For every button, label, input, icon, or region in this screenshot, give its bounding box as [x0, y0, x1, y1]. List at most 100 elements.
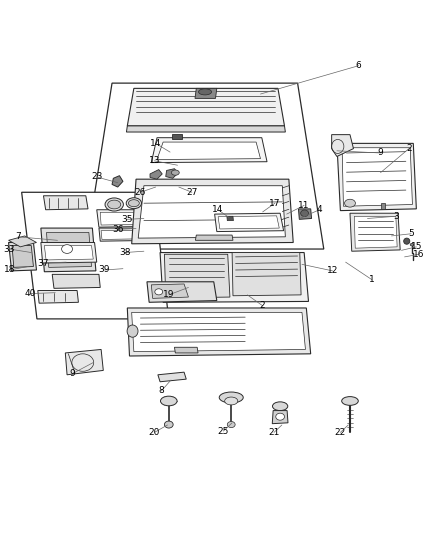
Polygon shape — [132, 179, 293, 244]
Ellipse shape — [164, 421, 173, 428]
Polygon shape — [350, 213, 400, 251]
Polygon shape — [46, 232, 92, 268]
Polygon shape — [272, 410, 288, 424]
Ellipse shape — [272, 402, 288, 410]
Text: 19: 19 — [163, 290, 174, 300]
Polygon shape — [138, 185, 286, 238]
Ellipse shape — [126, 198, 141, 208]
Text: 4: 4 — [317, 205, 322, 214]
Polygon shape — [97, 210, 154, 227]
Polygon shape — [227, 216, 233, 221]
Polygon shape — [41, 243, 97, 263]
Polygon shape — [132, 312, 305, 352]
Ellipse shape — [225, 397, 238, 405]
Ellipse shape — [345, 199, 356, 207]
Ellipse shape — [155, 289, 162, 295]
Polygon shape — [127, 308, 311, 356]
Text: 22: 22 — [335, 428, 346, 437]
Polygon shape — [195, 235, 233, 240]
Ellipse shape — [198, 89, 212, 95]
Ellipse shape — [300, 210, 308, 216]
Ellipse shape — [342, 397, 358, 405]
Text: 2: 2 — [260, 301, 265, 310]
Polygon shape — [158, 372, 186, 382]
Text: 9: 9 — [378, 149, 383, 157]
Text: 11: 11 — [298, 201, 310, 210]
Polygon shape — [337, 143, 417, 211]
Polygon shape — [381, 203, 385, 209]
Text: 18: 18 — [4, 265, 15, 274]
Polygon shape — [65, 350, 103, 375]
Ellipse shape — [219, 392, 243, 403]
Ellipse shape — [105, 198, 124, 211]
Polygon shape — [157, 142, 261, 159]
Polygon shape — [342, 148, 413, 206]
Ellipse shape — [227, 422, 235, 427]
Polygon shape — [332, 135, 353, 157]
Polygon shape — [354, 216, 397, 248]
Polygon shape — [86, 83, 324, 249]
Text: 33: 33 — [4, 245, 15, 254]
Text: 20: 20 — [148, 428, 160, 437]
Text: 14: 14 — [150, 139, 161, 148]
Text: 39: 39 — [99, 265, 110, 274]
Ellipse shape — [128, 200, 139, 207]
Polygon shape — [166, 169, 178, 179]
Polygon shape — [215, 213, 284, 231]
Ellipse shape — [160, 396, 177, 406]
Polygon shape — [99, 228, 158, 241]
Text: 15: 15 — [410, 243, 422, 252]
Text: 1: 1 — [369, 275, 374, 284]
Polygon shape — [218, 216, 279, 229]
Text: 16: 16 — [413, 250, 425, 259]
Ellipse shape — [171, 170, 179, 175]
Text: 6: 6 — [356, 61, 362, 70]
Polygon shape — [172, 134, 182, 139]
Polygon shape — [174, 348, 198, 353]
Polygon shape — [44, 246, 93, 260]
Ellipse shape — [108, 200, 121, 209]
Ellipse shape — [127, 325, 138, 337]
Polygon shape — [150, 169, 162, 179]
Text: 21: 21 — [268, 428, 280, 437]
Polygon shape — [21, 192, 169, 319]
Text: 8: 8 — [159, 386, 164, 395]
Ellipse shape — [276, 413, 285, 420]
Text: 38: 38 — [120, 248, 131, 257]
Text: 2: 2 — [406, 144, 412, 153]
Text: 36: 36 — [112, 225, 124, 234]
Polygon shape — [112, 176, 123, 187]
Text: 13: 13 — [148, 156, 160, 165]
Polygon shape — [298, 209, 311, 220]
Polygon shape — [151, 138, 267, 163]
Text: 7: 7 — [15, 232, 21, 241]
Polygon shape — [52, 274, 100, 288]
Ellipse shape — [410, 244, 414, 246]
Polygon shape — [41, 228, 96, 272]
Polygon shape — [12, 246, 33, 268]
Ellipse shape — [404, 238, 410, 244]
Polygon shape — [101, 231, 155, 239]
Text: 9: 9 — [70, 369, 76, 378]
Text: 12: 12 — [327, 266, 338, 276]
Polygon shape — [38, 290, 78, 303]
Text: 14: 14 — [212, 205, 224, 214]
Polygon shape — [9, 243, 36, 271]
Text: 5: 5 — [408, 229, 414, 238]
Text: 40: 40 — [25, 289, 36, 298]
Text: 25: 25 — [218, 426, 229, 435]
Polygon shape — [232, 253, 301, 296]
Polygon shape — [43, 196, 88, 210]
Polygon shape — [195, 88, 217, 99]
Text: 23: 23 — [91, 173, 102, 182]
Text: 27: 27 — [186, 188, 198, 197]
Ellipse shape — [62, 245, 73, 253]
Text: 26: 26 — [135, 188, 146, 197]
Polygon shape — [100, 212, 151, 225]
Text: 35: 35 — [122, 215, 133, 224]
Polygon shape — [160, 253, 308, 302]
Text: 37: 37 — [38, 259, 49, 268]
Text: 3: 3 — [393, 212, 399, 221]
Polygon shape — [127, 126, 286, 132]
Polygon shape — [147, 282, 217, 302]
